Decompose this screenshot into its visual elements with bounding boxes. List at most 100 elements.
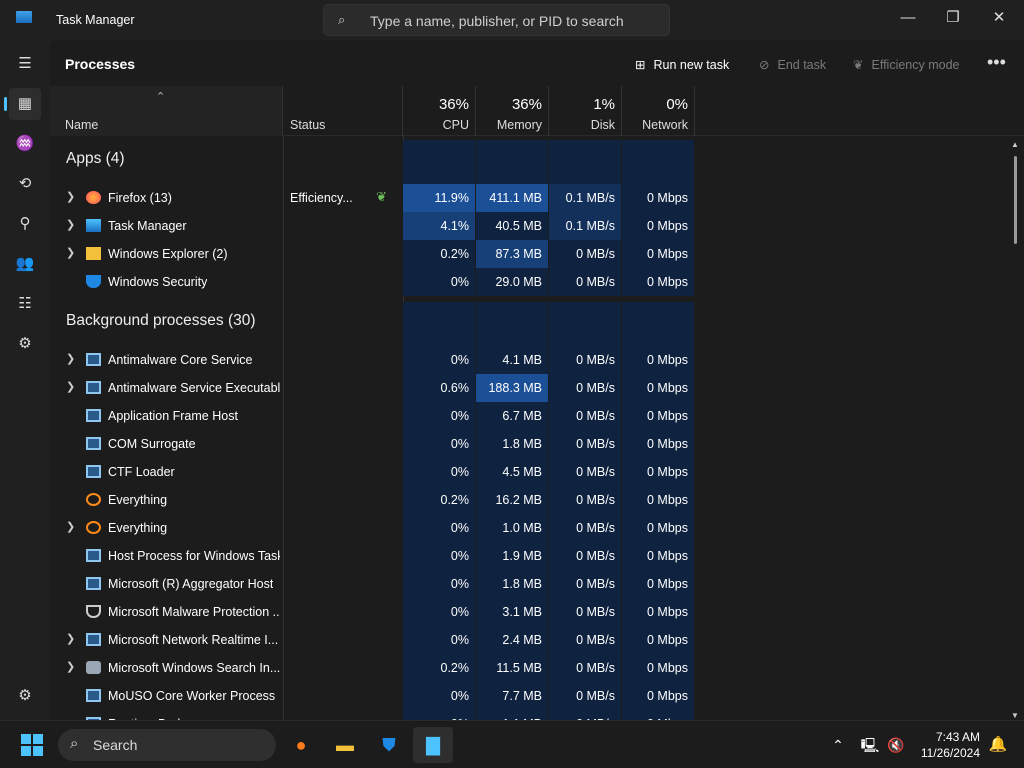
start-button[interactable] xyxy=(12,727,52,763)
column-header-network[interactable]: 0% Network xyxy=(622,86,695,136)
process-name: CTF Loader xyxy=(108,465,175,479)
task-manager-taskbar-icon[interactable]: ▇ xyxy=(413,727,453,763)
process-row[interactable]: Everything 0.2% 16.2 MB 0 MB/s 0 Mbps xyxy=(50,486,1013,514)
process-row[interactable]: ❯ Task Manager 4.1% 40.5 MB 0.1 MB/s 0 Mbps xyxy=(50,212,1013,240)
process-row[interactable]: Microsoft (R) Aggregator Host 0% 1.8 MB 0 M… xyxy=(50,570,1013,598)
column-header-memory[interactable]: 36% Memory xyxy=(476,86,549,136)
process-row[interactable]: MoUSO Core Worker Process 0% 7.7 MB 0 MB/s 0… xyxy=(50,682,1013,710)
efficiency-mode-button[interactable]: ❦ Efficiency mode xyxy=(853,57,960,73)
process-row[interactable]: COM Surrogate 0% 1.8 MB 0 MB/s 0 Mbps xyxy=(50,430,1013,458)
process-name: Everything xyxy=(108,521,168,535)
process-status: Efficiency... xyxy=(290,191,353,205)
process-row[interactable]: ❯ Microsoft Network Realtime I... 0% 2.4 MB… xyxy=(50,626,1013,654)
process-row[interactable]: Runtime Broker 0%1.1 MB0 MB/s0 Mbps xyxy=(50,710,1013,720)
expand-chevron-icon[interactable]: ❯ xyxy=(66,247,76,259)
disk-label: Disk xyxy=(590,118,615,132)
process-row[interactable]: ❯ Antimalware Service Executable 0.6% 188.3… xyxy=(50,374,1013,402)
group-header: Apps (4) xyxy=(66,150,125,167)
expand-chevron-icon[interactable]: ❯ xyxy=(66,381,76,393)
mem-cell: 2.4 MB xyxy=(476,626,549,654)
disk-cell: 0 MB/s xyxy=(549,682,622,710)
network-total: 0% xyxy=(666,96,688,113)
process-row[interactable]: Host Process for Windows Tasks 0% 1.9 MB 0 … xyxy=(50,542,1013,570)
shield-outline-icon xyxy=(86,605,101,618)
column-header-disk[interactable]: 1% Disk xyxy=(549,86,622,136)
app-history-icon[interactable]: ⟲ xyxy=(18,175,32,192)
cpu-cell: 0.2% xyxy=(403,240,476,268)
cpu-cell: 0% xyxy=(403,570,476,598)
scrollbar-thumb[interactable] xyxy=(1014,156,1017,244)
search-icon: ⌕ xyxy=(70,735,79,752)
app-icon xyxy=(86,465,101,478)
settings-icon[interactable]: ⚙ xyxy=(18,687,32,704)
notification-bell-icon[interactable]: 🔔 xyxy=(988,736,1008,753)
memory-label: Memory xyxy=(496,118,542,132)
services-icon[interactable]: ⚙ xyxy=(18,335,32,352)
volume-muted-icon[interactable]: 🔇 xyxy=(887,737,905,753)
net-cell: 0 Mbps xyxy=(622,458,695,486)
mem-cell: 3.1 MB xyxy=(476,598,549,626)
process-row[interactable]: ❯ Firefox (13) Efficiency... ❦ 11.9% 411.1 MB… xyxy=(50,184,1013,212)
scroll-down-icon[interactable]: ▼ xyxy=(1011,711,1019,720)
windows-security-taskbar-icon[interactable]: ⛊ xyxy=(382,735,396,755)
process-row[interactable]: Application Frame Host 0% 6.7 MB 0 MB/s 0 Mb… xyxy=(50,402,1013,430)
search-placeholder: Type a name, publisher, or PID to search xyxy=(370,13,624,29)
cpu-cell: 0% xyxy=(403,626,476,654)
vertical-scrollbar[interactable]: ▲ ▼ xyxy=(1010,140,1022,720)
performance-icon[interactable]: ♒ xyxy=(15,135,35,152)
maximize-button[interactable]: ❐ xyxy=(946,9,960,26)
disk-cell: 0 MB/s xyxy=(549,570,622,598)
clock[interactable]: 7:43 AM 11/26/2024 xyxy=(921,729,980,761)
folder-icon xyxy=(86,247,101,260)
firefox-taskbar-icon[interactable]: ● xyxy=(295,735,307,755)
process-row[interactable]: ❯ Antimalware Core Service 0% 4.1 MB 0 MB/s 0… xyxy=(50,346,1013,374)
process-row[interactable]: CTF Loader 0% 4.5 MB 0 MB/s 0 Mbps xyxy=(50,458,1013,486)
network-label: Network xyxy=(642,118,688,132)
net-cell: 0 Mbps xyxy=(622,374,695,402)
everything-icon xyxy=(86,493,101,506)
search-input[interactable]: ⌕ Type a name, publisher, or PID to sear… xyxy=(323,4,670,36)
run-new-task-label: Run new task xyxy=(653,57,730,72)
run-new-task-button[interactable]: ⊞ Run new task xyxy=(635,57,730,73)
network-icon[interactable]: 🖳 xyxy=(860,737,880,753)
expand-chevron-icon[interactable]: ❯ xyxy=(66,521,76,533)
process-row[interactable]: Windows Security 0% 29.0 MB 0 MB/s 0 Mbps xyxy=(50,268,1013,296)
show-hidden-icons-button[interactable]: ⌃ xyxy=(832,737,844,753)
process-row[interactable]: ❯ Everything 0% 1.0 MB 0 MB/s 0 Mbps xyxy=(50,514,1013,542)
process-name: Runtime Broker xyxy=(108,717,195,720)
net-cell: 0 Mbps xyxy=(622,184,695,212)
file-explorer-taskbar-icon[interactable]: ▬ xyxy=(336,735,354,755)
scroll-up-icon[interactable]: ▲ xyxy=(1011,140,1019,149)
process-name: COM Surrogate xyxy=(108,437,196,451)
startup-apps-icon[interactable]: ⚲ xyxy=(19,215,31,232)
process-row[interactable]: ❯ Windows Explorer (2) 0.2% 87.3 MB 0 MB/s 0 … xyxy=(50,240,1013,268)
users-icon[interactable]: 👥 xyxy=(15,255,35,272)
disk-cell: 0 MB/s xyxy=(549,542,622,570)
process-row[interactable]: Microsoft Malware Protection ... 0% 3.1 MB… xyxy=(50,598,1013,626)
expand-chevron-icon[interactable]: ❯ xyxy=(66,661,76,673)
net-cell: 0 Mbps xyxy=(622,682,695,710)
expand-chevron-icon[interactable]: ❯ xyxy=(66,219,76,231)
process-name: Firefox (13) xyxy=(108,191,172,205)
details-icon[interactable]: ☷ xyxy=(18,295,32,312)
processes-icon[interactable]: ▦ xyxy=(4,88,41,120)
column-header-cpu[interactable]: 36% CPU xyxy=(403,86,476,136)
expand-chevron-icon[interactable]: ❯ xyxy=(66,353,76,365)
end-task-button[interactable]: ⊘ End task xyxy=(759,57,826,73)
expand-chevron-icon[interactable]: ❯ xyxy=(66,633,76,645)
minimize-button[interactable]: — xyxy=(900,9,916,26)
net-cell: 0 Mbps xyxy=(622,514,695,542)
process-name: Everything xyxy=(108,493,168,507)
more-options-icon[interactable]: ••• xyxy=(987,52,1006,72)
process-row[interactable]: ❯ Microsoft Windows Search In... 0.2% 11.5 … xyxy=(50,654,1013,682)
net-cell: 0 Mbps xyxy=(622,626,695,654)
hamburger-menu-icon[interactable]: ☰ xyxy=(18,55,32,72)
column-header-name[interactable]: ⌃ Name xyxy=(50,86,283,136)
column-name-label: Name xyxy=(65,118,99,132)
close-button[interactable]: ✕ xyxy=(992,9,1006,26)
app-icon xyxy=(86,633,101,646)
column-header-status[interactable]: Status xyxy=(283,86,403,136)
cpu-cell: 0% xyxy=(403,514,476,542)
taskbar-search[interactable]: ⌕ Search xyxy=(58,729,276,761)
expand-chevron-icon[interactable]: ❯ xyxy=(66,191,76,203)
